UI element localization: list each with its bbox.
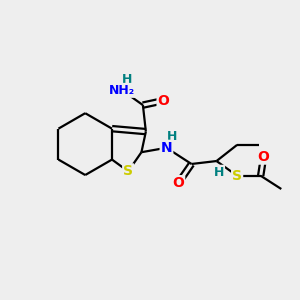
Text: O: O (258, 150, 270, 164)
Text: O: O (158, 94, 169, 108)
Text: S: S (123, 164, 133, 178)
Text: NH₂: NH₂ (109, 84, 135, 97)
Text: O: O (172, 176, 184, 190)
Text: H: H (214, 166, 224, 179)
Text: N: N (161, 141, 172, 155)
Text: S: S (232, 169, 242, 183)
Text: H: H (167, 130, 178, 143)
Text: H: H (122, 73, 132, 86)
